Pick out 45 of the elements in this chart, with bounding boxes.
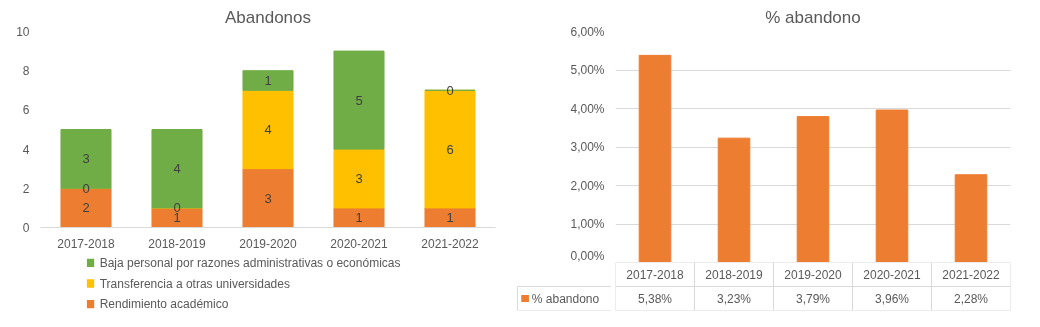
- data-label: 3,23%: [716, 291, 752, 306]
- x-tick-label: 2019-2020: [784, 268, 843, 282]
- y-tick-label: 1,00%: [570, 217, 605, 231]
- data-label: 1: [264, 73, 272, 88]
- data-label: 2: [82, 200, 90, 216]
- data-label: 3: [355, 171, 363, 186]
- x-tick-label: 2021-2022: [942, 268, 1001, 282]
- y-tick-label: 2,00%: [570, 178, 605, 193]
- y-tick-label: 10: [16, 25, 30, 39]
- x-tick-label: 2017-2018: [57, 236, 116, 251]
- data-label: 5,38%: [637, 291, 673, 306]
- y-tick-label: 8: [22, 64, 30, 79]
- y-tick-label: 5,00%: [570, 63, 605, 77]
- data-label: 6: [446, 141, 454, 157]
- x-tick-label: 2018-2019: [705, 268, 764, 282]
- data-label: 3,96%: [874, 291, 910, 306]
- legend-label: % abandono: [531, 291, 600, 306]
- data-label: 1: [446, 210, 454, 226]
- y-tick-label: 6: [22, 103, 30, 118]
- x-tick-label: 2019-2020: [239, 236, 298, 251]
- data-label: 5: [355, 92, 363, 108]
- y-tick-label: 3,00%: [570, 140, 605, 154]
- data-label: 3: [264, 190, 272, 206]
- data-label: 3: [82, 151, 90, 167]
- x-tick-label: 2021-2022: [421, 236, 480, 251]
- data-label: 4: [173, 161, 181, 177]
- legend-label: Transferencia a otras universidades: [99, 276, 290, 291]
- y-tick-label: 0: [22, 221, 30, 235]
- data-label: 4: [264, 122, 272, 137]
- y-tick-label: 0,00%: [570, 248, 605, 263]
- chart-title: % abandono: [765, 7, 861, 27]
- x-tick-label: 2020-2021: [330, 236, 389, 251]
- y-tick-label: 4,00%: [570, 101, 605, 116]
- legend-label: Baja personal por razones administrativas o económicas: [99, 255, 401, 270]
- y-tick-label: 6,00%: [570, 24, 605, 39]
- x-tick-label: 2018-2019: [148, 236, 207, 251]
- data-label: 3,79%: [795, 291, 831, 306]
- data-label: 1: [355, 210, 363, 226]
- y-tick-label: 2: [22, 181, 30, 196]
- legend-label: Rendimiento académico: [99, 297, 229, 312]
- data-label: 2,28%: [953, 291, 989, 306]
- y-tick-label: 4: [22, 142, 30, 157]
- x-tick-label: 2020-2021: [863, 268, 922, 282]
- x-tick-label: 2017-2018: [626, 268, 685, 282]
- chart-title: Abandonos: [224, 7, 312, 27]
